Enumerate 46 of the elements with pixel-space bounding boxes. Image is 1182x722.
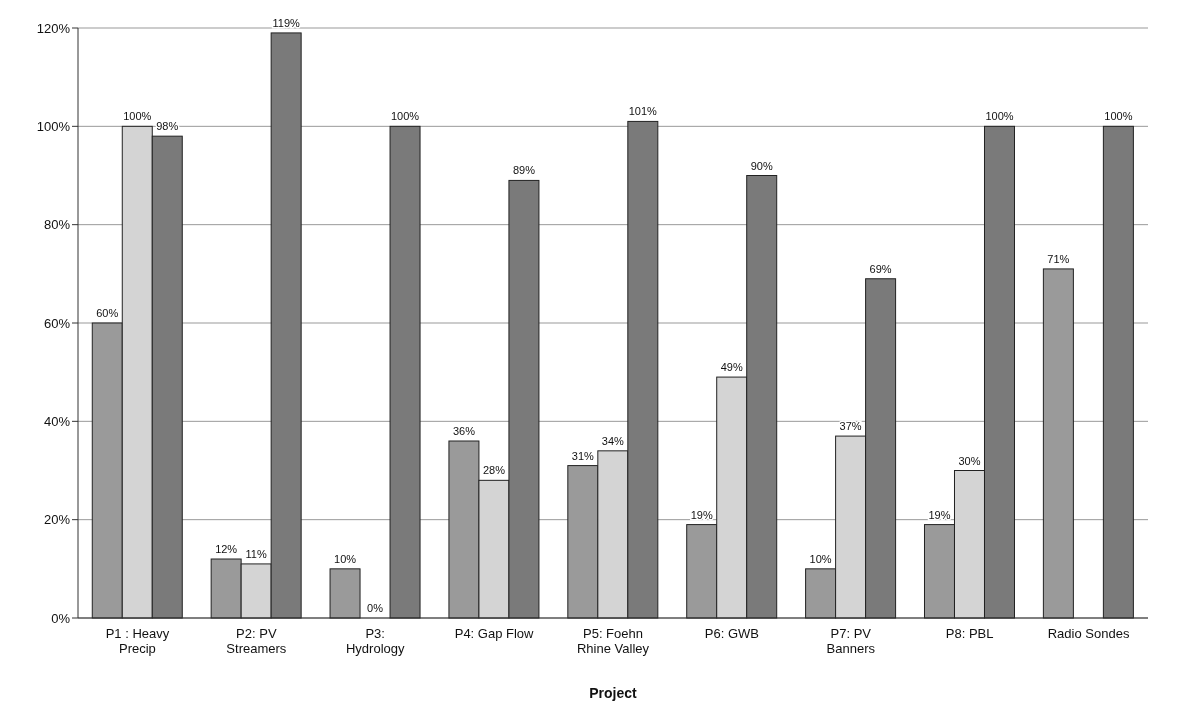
data-label: 98%	[156, 120, 179, 133]
x-tick-label: P8: PBL	[945, 626, 994, 641]
x-tick-label: P7: PV Banners	[826, 626, 876, 656]
x-tick-label: Radio Sondes	[1047, 626, 1130, 641]
data-label: 30%	[958, 454, 981, 467]
x-tick-label: P6: GWB	[704, 626, 759, 641]
y-tick-label: 120%	[36, 20, 71, 36]
y-tick-label: 100%	[36, 118, 71, 134]
data-label: 119%	[272, 16, 301, 29]
y-tick-label: 40%	[43, 413, 71, 429]
data-label: 100%	[985, 110, 1014, 123]
y-tick-label: 0%	[51, 610, 71, 626]
data-label: 0%	[367, 602, 384, 614]
data-label: 10%	[809, 552, 832, 565]
y-tick-label: 20%	[43, 512, 71, 528]
x-tick-label: P4: Gap Flow	[454, 626, 535, 641]
data-label: 31%	[571, 449, 595, 462]
data-label: 101%	[628, 105, 658, 118]
data-label: 90%	[750, 159, 773, 172]
data-label: 100%	[1104, 110, 1133, 123]
bar	[1102, 125, 1134, 619]
data-label: 11%	[245, 547, 267, 560]
data-label: 28%	[482, 464, 506, 477]
data-label: 60%	[96, 307, 119, 319]
data-label: 100%	[123, 110, 152, 123]
y-tick-label: 60%	[43, 315, 71, 331]
x-tick-label: P5: Foehn Rhine Valley	[576, 626, 650, 656]
x-tick-label: P3: Hydrology	[345, 626, 405, 656]
data-label: 34%	[601, 434, 625, 447]
data-label: 12%	[215, 543, 238, 555]
y-tick-label: 80%	[43, 217, 71, 233]
x-tick-label: P2: PV Streamers	[226, 626, 287, 656]
data-label: 36%	[452, 425, 476, 437]
data-label: 89%	[512, 164, 536, 177]
data-label: 69%	[869, 262, 892, 275]
data-label: 10%	[334, 552, 357, 565]
data-label: 100%	[390, 110, 420, 123]
bar	[389, 125, 421, 619]
data-label: 37%	[839, 420, 862, 433]
data-label: 19%	[690, 508, 713, 521]
data-label: 49%	[720, 361, 743, 374]
x-tick-label: P1 : Heavy Precip	[105, 626, 170, 656]
data-label: 71%	[1047, 252, 1070, 265]
data-label: 19%	[928, 508, 951, 521]
bar	[329, 568, 361, 619]
x-axis-title: Project	[589, 685, 638, 701]
